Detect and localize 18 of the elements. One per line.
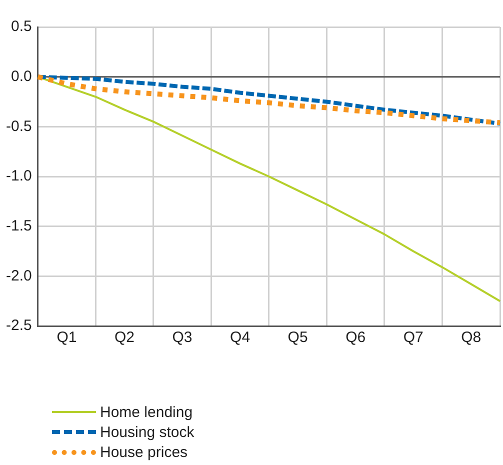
x-tick-label: Q4 — [230, 329, 250, 346]
x-tick-label: Q8 — [461, 329, 482, 346]
x-tick-label: Q3 — [172, 329, 192, 346]
y-tick-label: -2.0 — [6, 267, 32, 284]
legend-label: Housing stock — [100, 424, 194, 440]
y-tick-label: -2.5 — [6, 317, 32, 334]
y-tick-label: -1.0 — [6, 168, 32, 185]
x-tick-label: Q5 — [288, 329, 308, 346]
x-tick-label: Q2 — [114, 329, 135, 346]
x-tick-label: Q6 — [346, 329, 366, 346]
legend-label: Home lending — [100, 404, 193, 420]
legend-label: House prices — [100, 444, 188, 460]
y-tick-label: -1.5 — [6, 217, 32, 234]
y-tick-label: 0.0 — [10, 68, 32, 85]
y-tick-label: 0.5 — [10, 18, 32, 36]
y-tick-label: -0.5 — [6, 118, 32, 135]
x-tick-label: Q1 — [56, 329, 77, 346]
x-tick-label: Q7 — [403, 329, 424, 346]
